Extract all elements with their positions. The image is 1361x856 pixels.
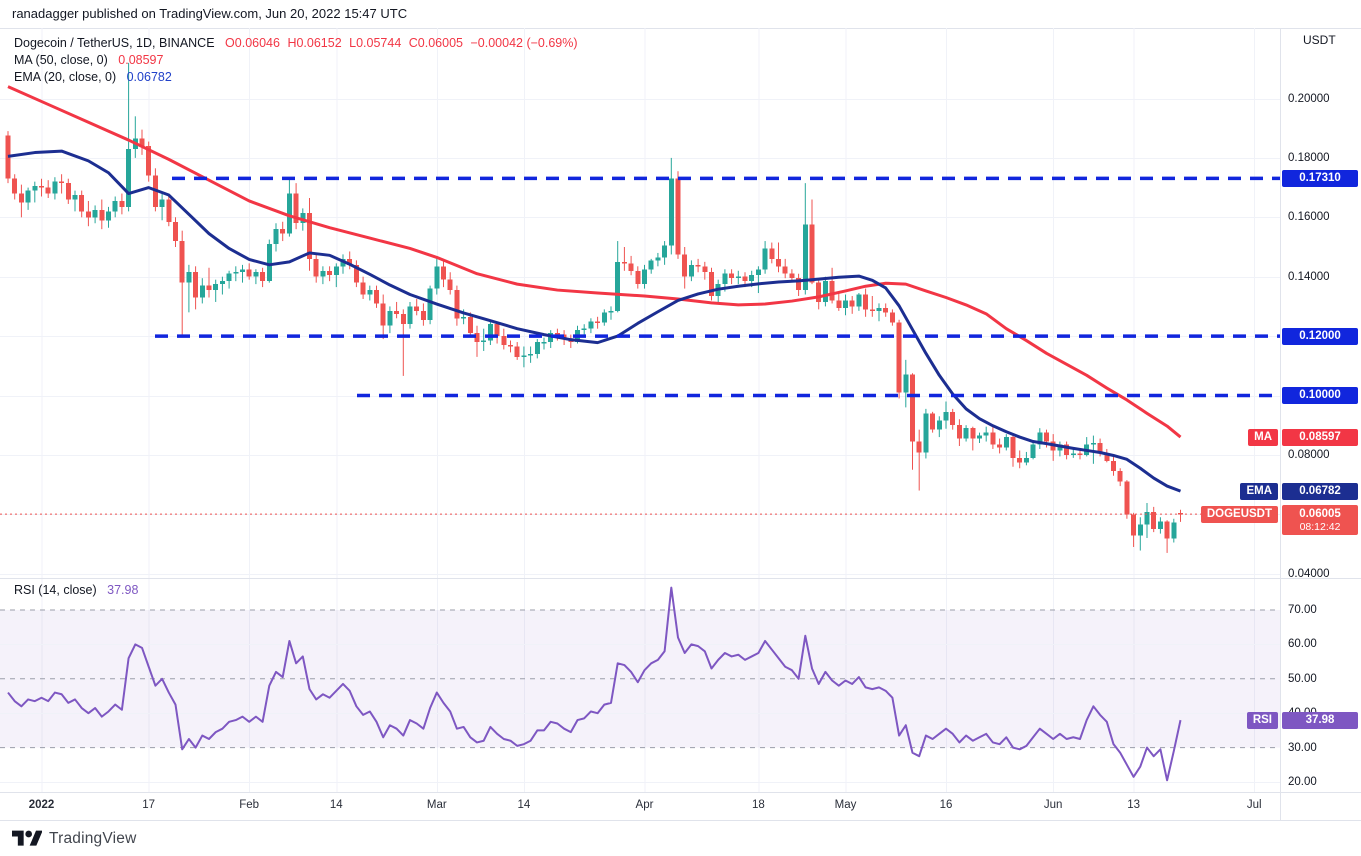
- header-divider: [0, 28, 1361, 29]
- level-badge-0.10000: 0.10000: [1282, 387, 1358, 404]
- symbol-legend-row[interactable]: Dogecoin / TetherUS, 1D, BINANCE O0.0604…: [14, 35, 578, 52]
- symbol-title: Dogecoin / TetherUS, 1D, BINANCE: [14, 36, 215, 50]
- ohlc-open: O0.06046: [225, 36, 280, 50]
- ohlc-high: H0.06152: [287, 36, 342, 50]
- ma-value: 0.08597: [118, 53, 164, 67]
- ma-line-tag: MA: [1248, 428, 1278, 446]
- last-price-value: 0.06005: [1299, 508, 1341, 521]
- ma-label: MA (50, close, 0): [14, 53, 108, 67]
- level-badge-0.12000: 0.12000: [1282, 327, 1358, 345]
- rsi-axis-label: 50.00: [1288, 672, 1317, 685]
- rsi-value: 37.98: [107, 583, 139, 597]
- published-line: ranadagger published on TradingView.com,…: [12, 6, 408, 21]
- last-price-badge: 0.06005 08:12:42: [1282, 505, 1358, 536]
- price-axis-label: 0.04000: [1288, 567, 1330, 580]
- rsi-axis-label: 60.00: [1288, 638, 1317, 651]
- time-axis-label: 17: [142, 799, 156, 811]
- ma-legend-row[interactable]: MA (50, close, 0) 0.08597: [14, 52, 578, 69]
- ema-label: EMA (20, close, 0): [14, 70, 117, 84]
- rsi-axis-label: 30.00: [1288, 741, 1317, 754]
- price-axis-label: 0.08000: [1288, 448, 1330, 461]
- time-axis-label: Jul: [1246, 799, 1262, 811]
- time-axis-label: May: [834, 799, 857, 811]
- time-axis-label: Mar: [426, 799, 447, 811]
- tradingview-logo-text: TradingView: [49, 830, 137, 847]
- bottom-divider: [0, 820, 1361, 821]
- ema-legend-row[interactable]: EMA (20, close, 0) 0.06782: [14, 69, 578, 86]
- main-legend: Dogecoin / TetherUS, 1D, BINANCE O0.0604…: [14, 35, 578, 86]
- symbol-price-tag: DOGEUSDT: [1200, 505, 1278, 523]
- price-axis-label: 0.18000: [1288, 151, 1330, 164]
- time-axis-label: Jun: [1043, 799, 1063, 811]
- ohlc-low: L0.05744: [349, 36, 402, 50]
- time-axis-label: Apr: [635, 799, 654, 811]
- time-axis-label: 16: [939, 799, 953, 811]
- time-axis-divider: [0, 792, 1361, 793]
- ema-value: 0.06782: [126, 70, 172, 84]
- ohlc-close: C0.06005: [408, 36, 463, 50]
- level-badge-0.17310: 0.17310: [1282, 169, 1358, 187]
- ema-axis-badge: 0.06782: [1282, 482, 1358, 500]
- tradingview-logo[interactable]: TradingView: [12, 827, 137, 851]
- price-axis-divider: [1280, 28, 1281, 820]
- rsi-axis-badge: 37.98: [1282, 711, 1358, 729]
- time-axis-label: 13: [1127, 799, 1140, 811]
- ema-line-tag: EMA: [1240, 482, 1278, 500]
- ma-axis-badge: 0.08597: [1282, 428, 1358, 446]
- rsi-line-tag: RSI: [1246, 711, 1278, 729]
- pane-divider[interactable]: [0, 578, 1361, 579]
- price-axis-label: 0.20000: [1288, 92, 1330, 105]
- price-axis-label: 0.16000: [1288, 211, 1330, 224]
- price-axis-currency: USDT: [1303, 33, 1336, 47]
- time-axis-label: 2022: [28, 799, 55, 811]
- time-axis-label: Feb: [239, 799, 260, 811]
- time-axis-label: 14: [517, 799, 531, 811]
- rsi-legend[interactable]: RSI (14, close) 37.98: [14, 582, 138, 599]
- time-axis-label: 18: [751, 799, 765, 811]
- rsi-label: RSI (14, close): [14, 583, 97, 597]
- time-axis-label: 14: [329, 799, 343, 811]
- bar-countdown: 08:12:42: [1299, 521, 1341, 534]
- rsi-axis-label: 20.00: [1288, 776, 1317, 788]
- ohlc-change: −0.00042 (−0.69%): [470, 36, 578, 50]
- price-axis-label: 0.14000: [1288, 270, 1330, 283]
- rsi-axis-label: 70.00: [1288, 604, 1317, 616]
- tradingview-logo-icon: [12, 830, 42, 846]
